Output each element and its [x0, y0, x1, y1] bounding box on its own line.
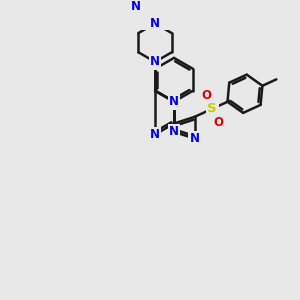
Text: N: N	[190, 132, 200, 145]
Text: O: O	[201, 89, 211, 102]
Text: N: N	[169, 95, 179, 108]
Text: O: O	[213, 116, 224, 129]
Text: S: S	[208, 102, 217, 115]
Text: N: N	[130, 0, 140, 13]
Text: N: N	[150, 17, 160, 30]
Text: N: N	[169, 125, 179, 138]
Text: N: N	[150, 128, 160, 141]
Text: N: N	[150, 56, 160, 68]
Text: N: N	[169, 95, 179, 108]
